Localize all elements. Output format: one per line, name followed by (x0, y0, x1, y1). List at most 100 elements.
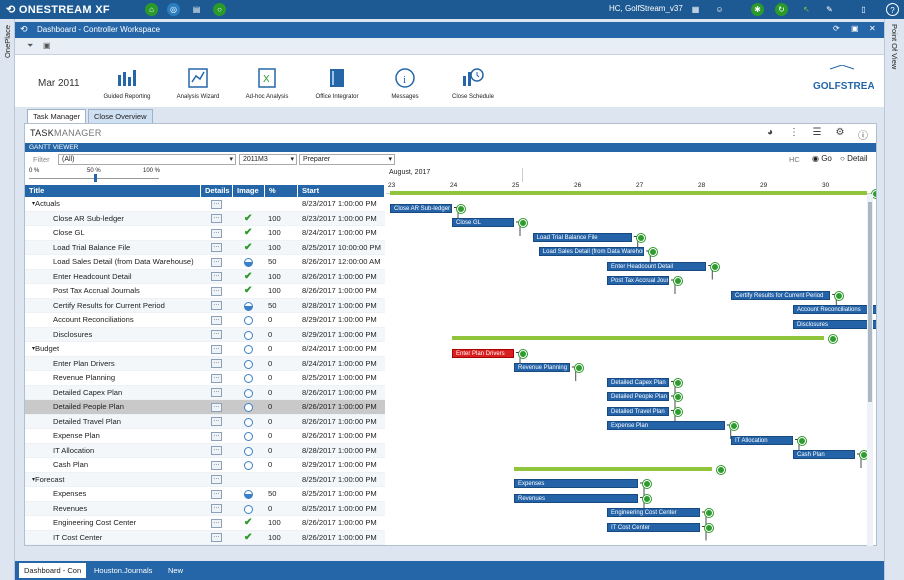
task-row[interactable]: Disclosures ··· 0 8/29/2017 1:00:00 PM (25, 327, 385, 342)
tab-task-manager[interactable]: Task Manager (27, 109, 87, 123)
col-title[interactable]: Title (25, 185, 201, 197)
zoom-slider[interactable]: 0 % 50 % 100 % (25, 168, 385, 184)
task-row[interactable]: Engineering Cost Center ··· ✔ 100 8/26/2017 … (25, 516, 385, 531)
details-button[interactable]: ··· (211, 489, 222, 499)
group-row[interactable]: ▾ Forecast ··· 8/25/2017 1:00:00 PM (25, 472, 385, 487)
filter-icon[interactable]: ⏷ (27, 41, 34, 50)
office-integrator-button[interactable]: Office Integrator (307, 67, 367, 100)
refresh-icon[interactable]: ⟳ (833, 24, 840, 33)
details-button[interactable]: ··· (211, 330, 222, 339)
details-button[interactable]: ··· (211, 518, 222, 528)
analysis-wizard-button[interactable]: Analysis Wizard (168, 67, 228, 100)
task-bar[interactable]: Revenues (514, 493, 638, 503)
task-bar[interactable]: Post Tax Accrual Journals (607, 276, 669, 285)
task-bar[interactable]: Detailed People Plan (607, 392, 669, 401)
task-row[interactable]: Close GL ··· ✔ 100 8/24/2017 1:00:00 PM (25, 226, 385, 241)
task-bar[interactable]: Expense Plan (607, 421, 725, 430)
task-bar[interactable]: Revenue Planning (514, 363, 570, 372)
details-button[interactable]: ··· (211, 373, 222, 383)
pov-rail[interactable]: Point Of View (884, 19, 904, 580)
group-row[interactable]: ▾ Budget ··· 0 8/24/2017 1:00:00 PM (25, 342, 385, 357)
task-row[interactable]: Post Tax Accrual Journals ··· ✔ 100 8/26/201… (25, 284, 385, 299)
details-button[interactable]: ··· (211, 344, 222, 354)
task-bar[interactable]: Enter Plan Drivers (452, 348, 514, 358)
col-start[interactable]: Start (298, 185, 385, 197)
summary-bar[interactable] (514, 466, 713, 471)
settings-icon[interactable]: ✱ (751, 3, 764, 16)
task-row[interactable]: Expenses ··· 50 8/25/2017 1:00:00 PM (25, 487, 385, 502)
task-row[interactable]: Close AR Sub-ledger ··· ✔ 100 8/23/2017 1:00… (25, 211, 385, 226)
summary-bar[interactable] (390, 191, 868, 195)
task-row[interactable]: Detailed Travel Plan ··· 0 8/26/2017 1:00:0… (25, 414, 385, 429)
details-button[interactable]: ··· (211, 388, 222, 397)
calendar-icon[interactable]: ▦ (691, 5, 700, 14)
go-radio[interactable]: ◉ Go (812, 154, 832, 163)
details-button[interactable]: ··· (211, 402, 222, 412)
gantt-scrollbar[interactable] (867, 194, 873, 546)
task-row[interactable]: Detailed People Plan ··· 0 8/26/2017 1:00:0… (25, 400, 385, 415)
task-bar[interactable]: Expenses (514, 479, 638, 488)
task-row[interactable]: Cash Plan ··· 0 8/29/2017 1:00:00 PM (25, 458, 385, 473)
collapse-icon[interactable]: ▾ (32, 346, 36, 352)
task-row[interactable]: IT Allocation ··· 0 8/28/2017 1:00:00 PM (25, 443, 385, 458)
details-button[interactable]: ··· (211, 199, 222, 209)
task-bar[interactable]: Cash Plan (793, 450, 855, 459)
details-button[interactable]: ··· (211, 243, 222, 252)
details-button[interactable]: ··· (211, 301, 222, 310)
gear-icon[interactable]: ⚙ (835, 127, 845, 138)
task-row[interactable]: Load Trial Balance File ··· ✔ 100 8/25/2017 … (25, 240, 385, 255)
bottom-tab-dashboard[interactable]: Dashboard - Con (19, 563, 87, 578)
pie-chart-icon[interactable]: ◕ (766, 127, 774, 138)
task-bar[interactable]: Account Reconciliations (793, 305, 876, 314)
task-bar[interactable]: IT Allocation (731, 435, 793, 445)
slider-thumb[interactable] (94, 174, 97, 182)
task-row[interactable]: Revenues ··· 0 8/25/2017 1:00:00 PM (25, 501, 385, 516)
details-button[interactable]: ··· (211, 228, 222, 238)
restore-icon[interactable]: ▣ (851, 24, 859, 33)
task-bar[interactable]: Certify Results for Current Period (731, 290, 831, 300)
task-bar[interactable]: Load Sales Detail (from Data Warehouse) (538, 247, 645, 256)
group-row[interactable]: ▾ Actuals ··· 8/23/2017 1:00:00 PM (25, 197, 385, 212)
home-icon[interactable]: ⌂ (145, 3, 158, 16)
task-bar[interactable]: Engineering Cost Center (607, 508, 700, 517)
filter-select[interactable]: (All) (58, 154, 236, 165)
arrow-icon[interactable]: ↖ (803, 5, 810, 14)
period-select[interactable]: 2011M3 (239, 154, 297, 165)
globe-icon[interactable]: ◎ (167, 3, 180, 16)
task-bar[interactable]: Load Trial Balance File (532, 232, 632, 242)
gantt-chart[interactable]: August, 2017 232425262728293031 Close AR… (386, 168, 876, 546)
oneplace-rail[interactable]: OnePlace (0, 19, 15, 580)
role-select[interactable]: Preparer (299, 154, 395, 165)
details-button[interactable]: ··· (211, 214, 222, 223)
collapse-icon[interactable]: ▾ (32, 201, 36, 207)
task-bar[interactable]: Close AR Sub-ledger (390, 203, 452, 213)
collapse-icon[interactable]: ▾ (32, 476, 36, 483)
task-bar[interactable]: Close GL (452, 218, 514, 227)
task-row[interactable]: Enter Plan Drivers ··· 0 8/24/2017 1:00:00 … (25, 356, 385, 371)
detail-radio[interactable]: ○ Detail (840, 154, 868, 163)
pin-icon[interactable]: ✎ (826, 5, 833, 14)
details-button[interactable]: ··· (211, 315, 222, 325)
messages-button[interactable]: i Messages (375, 67, 435, 100)
tab-close-overview[interactable]: Close Overview (88, 109, 153, 123)
task-bar[interactable]: Enter Headcount Detail (607, 261, 707, 271)
help-icon[interactable]: ? (886, 3, 899, 16)
task-row[interactable]: Certify Results for Current Period ··· 50 8… (25, 298, 385, 313)
task-row[interactable]: Account Reconciliations ··· 0 8/29/2017 1:0… (25, 313, 385, 328)
save-icon[interactable]: ▣ (43, 41, 51, 50)
task-bar[interactable]: IT Cost Center (607, 522, 700, 532)
clipboard-icon[interactable]: ▯ (861, 5, 866, 14)
task-row[interactable]: IT Cost Center ··· ✔ 100 8/26/2017 1:00:00 P… (25, 530, 385, 545)
close-icon[interactable]: ✕ (869, 24, 876, 33)
details-button[interactable]: ··· (211, 272, 222, 281)
task-bar[interactable]: Disclosures (793, 319, 876, 329)
task-bar[interactable]: Detailed Capex Plan (607, 377, 669, 387)
details-button[interactable]: ··· (211, 286, 222, 296)
details-button[interactable]: ··· (211, 475, 222, 484)
guided-reporting-button[interactable]: Guided Reporting (97, 67, 157, 100)
task-row[interactable]: Revenue Planning ··· 0 8/25/2017 1:00:00 PM (25, 371, 385, 386)
task-row[interactable]: Detailed Capex Plan ··· 0 8/26/2017 1:00:00… (25, 385, 385, 400)
adhoc-analysis-button[interactable]: X Ad-hoc Analysis (237, 67, 297, 100)
details-button[interactable]: ··· (211, 417, 222, 426)
bottom-tab-new[interactable]: New (168, 566, 184, 575)
